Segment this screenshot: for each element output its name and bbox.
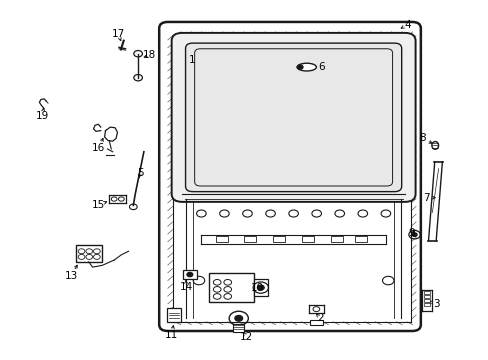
Bar: [232, 324, 244, 332]
Circle shape: [257, 285, 264, 290]
Text: 13: 13: [64, 271, 78, 281]
Text: 14: 14: [179, 282, 192, 292]
FancyBboxPatch shape: [171, 33, 415, 202]
Bar: [76, 245, 102, 262]
Bar: [166, 309, 181, 322]
Bar: [244, 237, 256, 242]
Text: 6: 6: [317, 62, 324, 72]
Bar: [423, 299, 429, 302]
FancyBboxPatch shape: [185, 43, 401, 192]
Bar: [254, 279, 267, 296]
Text: 7: 7: [423, 193, 429, 203]
Circle shape: [234, 315, 242, 321]
Text: 1: 1: [188, 55, 195, 65]
Bar: [330, 237, 342, 242]
Bar: [423, 291, 429, 294]
Ellipse shape: [431, 141, 438, 149]
Circle shape: [297, 65, 303, 69]
Text: 8: 8: [419, 133, 425, 143]
Bar: [273, 237, 285, 242]
Bar: [423, 295, 429, 298]
Bar: [208, 274, 254, 302]
Circle shape: [411, 233, 416, 237]
Text: 17: 17: [111, 28, 124, 39]
Bar: [183, 270, 196, 279]
Text: 16: 16: [92, 143, 105, 153]
Text: 5: 5: [137, 168, 143, 178]
Text: 11: 11: [164, 330, 178, 340]
Text: 10: 10: [250, 283, 264, 293]
Text: 9: 9: [407, 228, 414, 238]
Ellipse shape: [297, 63, 316, 71]
Bar: [302, 237, 313, 242]
Bar: [354, 237, 366, 242]
FancyBboxPatch shape: [159, 22, 420, 331]
Text: 15: 15: [92, 200, 105, 210]
Bar: [423, 303, 429, 306]
Text: 18: 18: [142, 50, 156, 60]
Text: 4: 4: [403, 20, 410, 30]
FancyBboxPatch shape: [194, 49, 392, 186]
Text: 2: 2: [316, 313, 323, 323]
Circle shape: [186, 273, 192, 277]
Text: 19: 19: [36, 112, 49, 121]
Text: 12: 12: [240, 332, 253, 342]
Bar: [215, 237, 227, 242]
Text: 3: 3: [432, 299, 439, 309]
Bar: [309, 320, 322, 325]
